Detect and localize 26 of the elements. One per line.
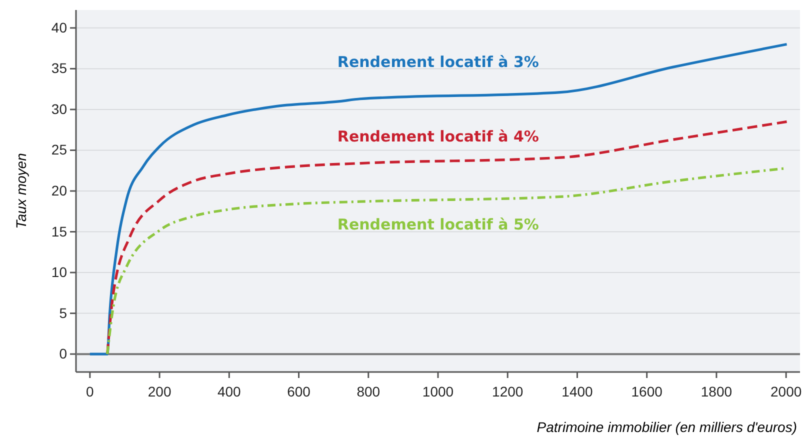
y-tick-label: 10	[51, 264, 68, 280]
x-tick-label: 1400	[562, 383, 594, 400]
x-tick-label: 1200	[492, 383, 524, 400]
x-tick-label: 800	[356, 383, 380, 400]
y-tick-label: 0	[59, 346, 68, 362]
x-tick-label: 600	[287, 383, 311, 400]
x-tick-label: 1800	[700, 383, 732, 400]
x-tick-label: 400	[217, 383, 242, 400]
series-label: Rendement locatif à 5%	[337, 215, 539, 234]
x-tick-label: 200	[148, 383, 172, 400]
y-tick-label: 20	[51, 182, 68, 198]
y-tick-label: 40	[51, 19, 68, 36]
series-label: Rendement locatif à 3%	[337, 53, 539, 72]
line-series	[88, 42, 788, 356]
y-tick-label: 15	[51, 223, 68, 240]
y-tick-label: 35	[51, 60, 68, 76]
series-label: Rendement locatif à 4%	[337, 127, 539, 146]
x-tick-label: 1600	[631, 383, 663, 400]
x-tick-label: 1000	[422, 383, 454, 400]
x-tick-label: 0	[86, 383, 94, 400]
y-tick-label: 30	[51, 100, 68, 117]
y-axis-title: Taux moyen	[13, 152, 29, 229]
x-axis-title: Patrimoine immobilier (en milliers d'euros)	[536, 419, 797, 435]
x-tick-label: 2000	[770, 383, 802, 400]
y-tick-label: 5	[59, 304, 68, 321]
y-tick-label: 25	[51, 142, 68, 158]
